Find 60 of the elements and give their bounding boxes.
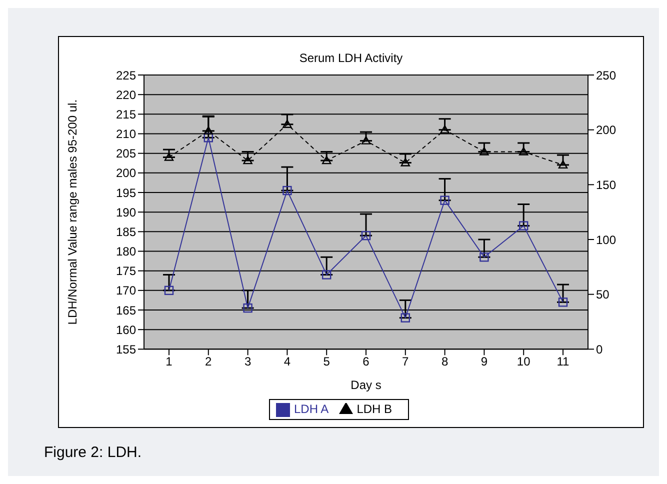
y2-tick-label: 100	[596, 232, 616, 247]
x-tick-label: 1	[166, 354, 173, 369]
y2-tick-label: 0	[596, 342, 603, 356]
point	[519, 147, 528, 156]
point	[400, 313, 410, 322]
point	[322, 156, 332, 164]
y2-tick-label: 200	[596, 123, 616, 138]
point	[361, 136, 371, 144]
x-tick-label: 5	[323, 354, 330, 369]
y-tick-label: 195	[116, 186, 136, 200]
point	[164, 152, 174, 161]
caption: Figure 2: LDH.	[44, 444, 142, 461]
point	[243, 156, 252, 164]
y2-tick-label: 50	[596, 288, 610, 302]
chart-title: Serum LDH Activity	[298, 51, 404, 65]
point	[519, 221, 528, 230]
y-tick-label: 225	[116, 68, 136, 82]
y-axis-title: LDH/Normal Value range males 95-200 ul.	[65, 99, 80, 325]
x-axis-title: Day s	[350, 378, 382, 392]
y-tick-label: 205	[116, 146, 136, 161]
y-tick-label: 155	[116, 342, 136, 356]
y-tick-label: 170	[116, 284, 136, 298]
y-tick-label: 190	[116, 205, 136, 220]
point	[243, 303, 252, 313]
x-tick-label: 10	[516, 354, 531, 369]
legend-label: LDH B	[356, 402, 392, 416]
x-tick-label: 3	[244, 354, 252, 369]
point	[282, 120, 292, 128]
y2-tick-label: 250	[596, 68, 616, 82]
y2-tick-label: 150	[596, 178, 616, 192]
y-tick-label: 210	[116, 127, 136, 142]
y-tick-label: 215	[116, 107, 136, 122]
point	[400, 158, 410, 166]
y-tick-label: 175	[116, 264, 136, 278]
y-tick-label: 160	[116, 322, 136, 337]
point	[204, 133, 213, 142]
y-tick-label: 180	[116, 244, 136, 259]
y-tick-label: 200	[116, 166, 136, 180]
point	[282, 186, 292, 196]
point	[322, 270, 332, 280]
legend-label: LDH A	[294, 402, 329, 416]
point	[361, 230, 371, 240]
point	[440, 125, 450, 134]
y-tick-label: 165	[116, 303, 136, 318]
point	[480, 252, 489, 262]
point	[440, 196, 450, 205]
point	[204, 126, 213, 135]
point	[558, 298, 568, 307]
x-tick-label: 11	[556, 354, 570, 369]
point	[164, 286, 174, 296]
y-tick-label: 185	[116, 224, 136, 239]
y-tick-label: 220	[116, 88, 136, 102]
x-tick-label: 6	[362, 354, 370, 369]
x-tick-label: 2	[205, 354, 212, 369]
point	[558, 160, 568, 169]
x-tick-label: 4	[284, 354, 291, 369]
x-tick-label: 8	[441, 354, 448, 369]
x-tick-label: 7	[402, 354, 410, 369]
point	[480, 147, 489, 156]
x-tick-label: 9	[480, 354, 488, 369]
